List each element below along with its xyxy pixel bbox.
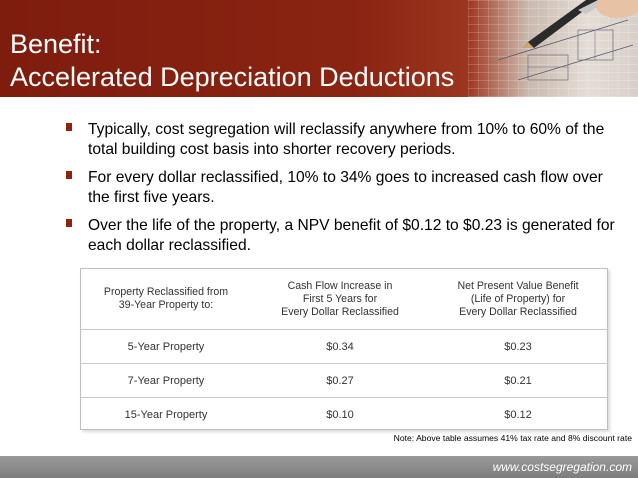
bullet-marker-icon [66,219,72,227]
table-cell: $0.21 [504,375,532,387]
bullet-list: Typically, cost segregation will reclass… [62,120,622,264]
blueprint-with-pen-icon [468,0,638,97]
table-header-cell: Property Reclassified from 39-Year Prope… [103,286,229,311]
bullet-marker-icon [66,123,72,131]
title-line-1: Benefit: [10,29,102,59]
bullet-item: Typically, cost segregation will reclass… [62,120,622,160]
table-cell: $0.12 [504,409,532,421]
table-cell: 7-Year Property [127,375,205,387]
table-row: 5-Year Property $0.34 $0.23 [81,329,607,364]
table-header-cell: Cash Flow Increase in First 5 Years for … [281,279,399,318]
table-row: 15-Year Property $0.10 $0.12 [81,397,607,432]
table-cell: 5-Year Property [127,341,205,353]
slide-header: Benefit: Accelerated Depreciation Deduct… [0,0,638,97]
table-note: Note: Above table assumes 41% tax rate a… [393,433,632,443]
table-cell: 15-Year Property [124,409,208,421]
bullet-item: For every dollar reclassified, 10% to 34… [62,168,622,208]
table-row: 7-Year Property $0.27 $0.21 [81,363,607,398]
table-cell: $0.10 [326,409,354,421]
bullet-marker-icon [66,171,72,179]
table-header-row: Property Reclassified from 39-Year Prope… [81,269,607,329]
slide-title: Benefit: Accelerated Depreciation Deduct… [10,28,454,94]
slide-footer: www.costsegregation.com [0,456,638,478]
bullet-text: Typically, cost segregation will reclass… [88,121,605,158]
bullet-text: Over the life of the property, a NPV ben… [88,217,615,254]
benefit-table: Property Reclassified from 39-Year Prope… [80,268,608,430]
bullet-item: Over the life of the property, a NPV ben… [62,216,622,256]
table-cell: $0.27 [326,375,354,387]
footer-website: www.costsegregation.com [492,460,632,474]
table-header-cell: Net Present Value Benefit (Life of Prope… [457,279,579,318]
table-cell: $0.34 [326,341,354,353]
bullet-text: For every dollar reclassified, 10% to 34… [88,169,603,206]
table-cell: $0.23 [504,341,532,353]
title-line-2: Accelerated Depreciation Deductions [10,62,455,92]
